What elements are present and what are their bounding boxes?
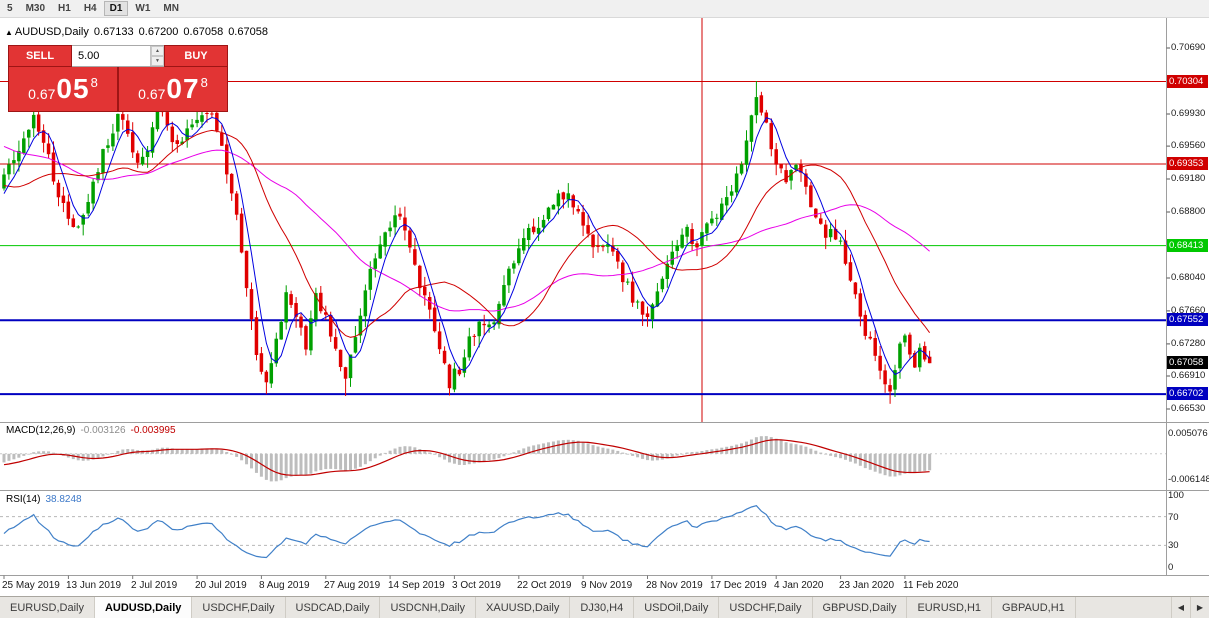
current-price-label: 0.67058 — [1167, 356, 1208, 369]
time-axis-label: 9 Nov 2019 — [581, 580, 633, 591]
ohlc-close: 0.67058 — [228, 26, 268, 38]
chart-tab-gbpaud-h1[interactable]: GBPAUD,H1 — [992, 597, 1076, 618]
candlesticks — [2, 81, 932, 404]
chart-tab-usdcnh-daily[interactable]: USDCNH,Daily — [380, 597, 477, 618]
sell-price-big-figure: 0.67 — [28, 86, 56, 102]
macd-title: MACD(12,26,9) — [6, 425, 76, 436]
chart-tab-usdcad-daily[interactable]: USDCAD,Daily — [286, 597, 381, 618]
time-axis-label: 17 Dec 2019 — [710, 580, 767, 591]
volume-spinner: ▲ ▼ — [150, 46, 164, 66]
chart-canvas[interactable] — [0, 18, 1209, 596]
chart-tab-usdoil-daily[interactable]: USDOil,Daily — [634, 597, 720, 618]
price-axis-tick: 0.69930 — [1171, 108, 1206, 119]
sell-price-display[interactable]: 0.67 05 8 — [8, 67, 118, 112]
sell-button[interactable]: SELL — [8, 45, 72, 67]
timeframe-button-h1[interactable]: H1 — [52, 1, 77, 16]
buy-price-pips: 07 — [166, 73, 200, 104]
price-level-label: 0.67552 — [1167, 313, 1208, 326]
symbol-name: AUDUSD,Daily — [14, 26, 89, 38]
timeframe-button-m30[interactable]: M30 — [20, 1, 51, 16]
rsi-axis-tick: 30 — [1168, 540, 1179, 551]
chart-tab-bar: EURUSD,Daily AUDUSD,Daily USDCHF,Daily USDC… — [0, 596, 1209, 618]
price-axis-tick: 0.70690 — [1171, 42, 1206, 53]
rsi-axis-tick: 70 — [1168, 512, 1179, 523]
chart-tab-eurusd-h1[interactable]: EURUSD,H1 — [907, 597, 993, 618]
tab-scroll-controls: ◀ ▶ — [1171, 597, 1209, 618]
price-axis-tick: 0.67280 — [1171, 338, 1206, 349]
ohlc-low: 0.67058 — [183, 26, 224, 38]
chart-tab-usdchf-daily[interactable]: USDCHF,Daily — [719, 597, 813, 618]
time-axis-label: 4 Jan 2020 — [774, 580, 824, 591]
panel-frame — [0, 18, 1209, 579]
timeframe-button-5[interactable]: 5 — [1, 1, 19, 16]
time-axis-label: 14 Sep 2019 — [388, 580, 445, 591]
macd-axis-tick: 0.005076 — [1168, 428, 1208, 439]
macd-plot — [0, 436, 1166, 482]
price-axis-tick: 0.69180 — [1171, 173, 1206, 184]
chart-tab-xauusd-daily[interactable]: XAUUSD,Daily — [476, 597, 571, 618]
time-axis-label: 8 Aug 2019 — [259, 580, 310, 591]
tab-scroll-right-button[interactable]: ▶ — [1190, 597, 1209, 618]
time-axis-label: 27 Aug 2019 — [324, 580, 381, 591]
chart-tab-eurusd-daily[interactable]: EURUSD,Daily — [0, 597, 95, 618]
symbol-info-bar: ▲ AUDUSD,Daily 0.67133 0.67200 0.67058 0.6705… — [5, 26, 273, 38]
price-axis-tick: 0.68800 — [1171, 206, 1206, 217]
time-axis-label: 28 Nov 2019 — [646, 580, 703, 591]
price-axis-tick: 0.67660 — [1171, 305, 1206, 316]
buy-price-point: 8 — [200, 74, 208, 90]
price-axis-tick: 0.69560 — [1171, 140, 1206, 151]
rsi-indicator-label: RSI(14) 38.8248 — [6, 494, 87, 505]
price-level-label: 0.69353 — [1167, 157, 1208, 170]
time-axis-label: 3 Oct 2019 — [452, 580, 501, 591]
buy-price-big-figure: 0.67 — [138, 86, 166, 102]
time-axis-label: 23 Jan 2020 — [839, 580, 895, 591]
time-axis-label: 11 Feb 2020 — [903, 580, 959, 591]
chart-tab-gbpusd-daily[interactable]: GBPUSD,Daily — [813, 597, 908, 618]
chart-window: ▲ AUDUSD,Daily 0.67133 0.67200 0.67058 0.6705… — [0, 18, 1209, 596]
buy-button[interactable]: BUY — [164, 45, 228, 67]
rsi-title: RSI(14) — [6, 494, 41, 505]
time-axis-label: 22 Oct 2019 — [517, 580, 572, 591]
macd-signal-value: -0.003995 — [130, 425, 176, 436]
one-click-collapse-icon[interactable]: ▲ — [5, 28, 13, 37]
price-level-label: 0.70304 — [1167, 75, 1208, 88]
tab-scroll-left-button[interactable]: ◀ — [1171, 597, 1190, 618]
ohlc-high: 0.67200 — [138, 26, 179, 38]
timeframe-button-h4[interactable]: H4 — [78, 1, 103, 16]
price-axis-tick: 0.66530 — [1171, 403, 1206, 414]
chart-tab-usdchf-daily[interactable]: USDCHF,Daily — [192, 597, 286, 618]
price-level-label: 0.68413 — [1167, 239, 1208, 252]
ohlc-open: 0.67133 — [93, 26, 134, 38]
volume-up-button[interactable]: ▲ — [151, 46, 164, 56]
rsi-axis-tick: 0 — [1168, 562, 1174, 573]
price-axis-tick: 0.66910 — [1171, 370, 1206, 381]
timeframe-button-d1[interactable]: D1 — [103, 1, 129, 16]
price-axis-tick: 0.68040 — [1171, 272, 1206, 283]
moving-averages — [3, 116, 931, 376]
rsi-plot — [0, 505, 1166, 559]
timeframe-button-w1[interactable]: W1 — [129, 1, 156, 16]
time-axis-label: 2 Jul 2019 — [131, 580, 178, 591]
sell-price-pips: 05 — [56, 73, 90, 104]
time-axis-label: 25 May 2019 — [2, 580, 60, 591]
timeframe-button-mn[interactable]: MN — [157, 1, 185, 16]
timeframe-toolbar: 5 M30 H1 H4 D1 W1 MN — [0, 0, 1209, 18]
chart-tab-audusd-daily[interactable]: AUDUSD,Daily — [94, 597, 193, 618]
price-level-label: 0.66702 — [1167, 387, 1208, 400]
macd-indicator-label: MACD(12,26,9) -0.003126 -0.003995 — [6, 425, 181, 436]
buy-price-display[interactable]: 0.67 07 8 — [118, 67, 228, 112]
rsi-value: 38.8248 — [45, 494, 82, 505]
time-axis-label: 20 Jul 2019 — [195, 580, 247, 591]
chart-tab-dj30-h4[interactable]: DJ30,H4 — [570, 597, 635, 618]
horizontal-level-lines — [0, 81, 1166, 396]
time-axis-label: 13 Jun 2019 — [66, 580, 122, 591]
rsi-axis-tick: 100 — [1168, 490, 1184, 501]
one-click-trading-panel: SELL ▲ ▼ BUY 0.67 05 8 0.67 07 8 — [8, 45, 228, 112]
macd-axis-tick: -0.006148 — [1168, 474, 1209, 485]
volume-input[interactable] — [72, 46, 150, 66]
macd-main-value: -0.003126 — [80, 425, 126, 436]
sell-price-point: 8 — [90, 74, 98, 90]
volume-box: ▲ ▼ — [72, 45, 164, 67]
volume-down-button[interactable]: ▼ — [151, 56, 164, 66]
